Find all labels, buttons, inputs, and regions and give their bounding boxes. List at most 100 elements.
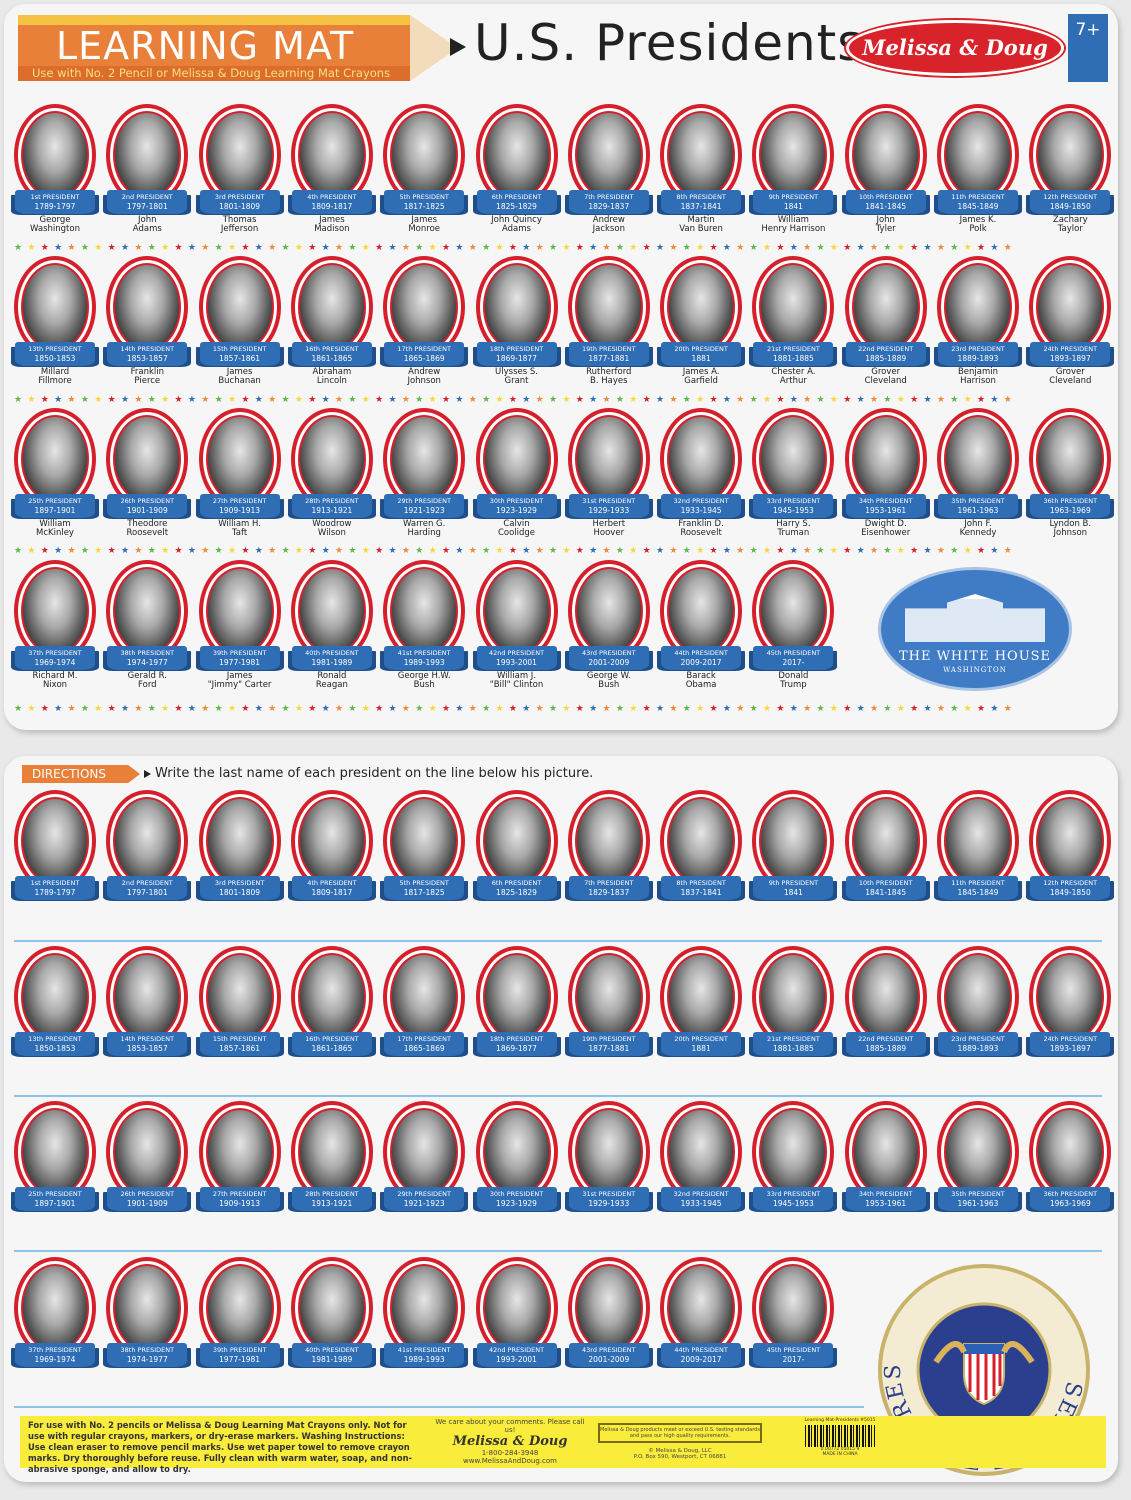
writing-line[interactable] [14, 940, 1102, 942]
president-card: 4th PRESIDENT 1809-1817 [288, 790, 376, 900]
star-icon: ★ [27, 546, 41, 556]
star-icon: ★ [816, 546, 830, 556]
name-line-1: Warren G. [403, 519, 446, 529]
president-card: 39th PRESIDENT 1977-1981 James "Jimmy" Cart… [196, 560, 284, 690]
star-icon: ★ [415, 395, 429, 405]
ribbon-banner: 6th PRESIDENT 1825-1829 [476, 876, 557, 900]
writing-line[interactable] [14, 1250, 1102, 1252]
president-name: John Quincy Adams [473, 216, 561, 234]
star-icon: ★ [455, 704, 469, 714]
star-icon: ★ [308, 704, 322, 714]
ribbon-banner: 40th PRESIDENT 1981-1989 [291, 646, 372, 670]
president-ordinal: 34th PRESIDENT [858, 1190, 913, 1198]
portrait-image [113, 567, 182, 655]
star-icon: ★ [468, 546, 483, 556]
writing-line[interactable] [14, 1406, 864, 1408]
term-years: 1913-1921 [311, 506, 353, 515]
star-icon: ★ [94, 395, 108, 405]
name-line-2: Cleveland [1049, 376, 1092, 386]
star-icon: ★ [335, 704, 349, 714]
term-years: 1837-1841 [680, 202, 722, 211]
star-icon: ★ [602, 395, 616, 405]
president-name: Zachary Taylor [1026, 216, 1114, 234]
star-icon: ★ [388, 704, 402, 714]
name-line-2: Roosevelt [126, 528, 169, 538]
term-years: 1897-1901 [34, 506, 76, 515]
star-icon: ★ [722, 704, 737, 714]
term-years: 2001-2009 [588, 1355, 630, 1364]
star-icon: ★ [910, 243, 924, 253]
portrait-image [574, 415, 643, 503]
star-icon: ★ [428, 546, 442, 556]
president-ordinal: 20th PRESIDENT [674, 1035, 728, 1043]
name-line-1: John [138, 215, 157, 225]
name-line-2: Kennedy [959, 528, 997, 538]
president-card: 33rd PRESIDENT 1945-1953 Harry S. Truman [749, 408, 837, 538]
name-line-1: Zachary [1052, 215, 1088, 225]
portrait-image [297, 797, 366, 885]
star-icon: ★ [1003, 704, 1018, 714]
president-card: 20th PRESIDENT 1881 James A. Garfield [657, 256, 745, 386]
star-icon: ★ [856, 395, 870, 405]
name-line-2: Arthur [779, 376, 807, 386]
ribbon-banner: 5th PRESIDENT 1817-1825 [384, 190, 465, 214]
portrait-image [297, 953, 366, 1041]
president-ordinal: 7th PRESIDENT [584, 193, 634, 201]
term-years: 1809-1817 [311, 202, 353, 211]
portrait-image [297, 1264, 366, 1352]
star-icon: ★ [147, 704, 162, 714]
website-link[interactable]: www.MelissaAndDoug.com [463, 1457, 557, 1465]
term-years: 1869-1877 [496, 354, 537, 363]
star-icon: ★ [749, 395, 763, 405]
star-icon: ★ [776, 395, 790, 405]
portrait-image [574, 797, 643, 885]
writing-line[interactable] [14, 1095, 1102, 1097]
ribbon-banner: 45th PRESIDENT 2017- [753, 646, 834, 670]
star-icon: ★ [923, 395, 937, 405]
name-line-2: Bush [598, 680, 620, 690]
president-ordinal: 41st PRESIDENT [397, 1346, 451, 1354]
term-years: 1829-1837 [588, 888, 630, 897]
term-years: 1841 [783, 888, 803, 897]
star-icon: ★ [963, 243, 977, 253]
star-icon: ★ [549, 243, 563, 253]
star-icon: ★ [281, 546, 295, 556]
star-icon: ★ [67, 704, 81, 714]
star-icon: ★ [80, 243, 95, 253]
star-icon: ★ [442, 395, 456, 405]
ribbon-banner: 27th PRESIDENT 1909-1913 [199, 1187, 280, 1211]
ribbon-banner: 26th PRESIDENT 1901-1909 [107, 1187, 188, 1211]
president-ordinal: 19th PRESIDENT [582, 1035, 636, 1043]
portrait-image [1036, 1108, 1105, 1196]
portrait-image [390, 567, 459, 655]
star-icon: ★ [254, 546, 269, 556]
star-icon: ★ [388, 546, 402, 556]
star-icon: ★ [575, 243, 590, 253]
portrait-frame [106, 1257, 189, 1359]
star-icon: ★ [241, 546, 255, 556]
president-card: 41st PRESIDENT 1989-1993 [380, 1257, 468, 1367]
name-line-1: Abraham [312, 367, 352, 377]
star-icon: ★ [736, 395, 750, 405]
portrait-frame [290, 256, 373, 358]
star-icon: ★ [281, 243, 295, 253]
term-years: 1850-1853 [34, 354, 76, 363]
ribbon-banner: 10th PRESIDENT 1841-1845 [845, 190, 926, 214]
president-ordinal: 2nd PRESIDENT [121, 193, 173, 201]
star-icon: ★ [870, 704, 884, 714]
president-card: 16th PRESIDENT 1861-1865 [288, 946, 376, 1056]
portrait-image [667, 567, 736, 655]
star-icon: ★ [776, 704, 790, 714]
name-line-2: Obama [685, 680, 717, 690]
president-ordinal: 35th PRESIDENT [951, 1190, 1005, 1198]
star-icon: ★ [415, 704, 429, 714]
president-card: 24th PRESIDENT 1893-1897 Grover Cleveland [1026, 256, 1114, 386]
president-ordinal: 3rd PRESIDENT [214, 879, 265, 887]
name-line-2: Johnson [1053, 528, 1088, 538]
star-icon: ★ [682, 243, 697, 253]
portrait-frame [106, 946, 189, 1048]
star-icon: ★ [549, 546, 563, 556]
president-card: 42nd PRESIDENT 1993-2001 [473, 1257, 561, 1367]
portrait-frame [383, 256, 466, 358]
president-card: 5th PRESIDENT 1817-1825 [380, 790, 468, 900]
